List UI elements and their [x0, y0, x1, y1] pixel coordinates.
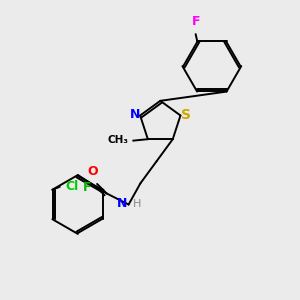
Text: F: F [83, 181, 92, 194]
Text: CH₃: CH₃ [107, 135, 128, 145]
Text: N: N [130, 107, 140, 121]
Text: N: N [117, 197, 127, 210]
Text: S: S [181, 109, 191, 122]
Text: F: F [192, 15, 200, 28]
Text: H: H [133, 199, 141, 209]
Text: O: O [87, 165, 98, 178]
Text: Cl: Cl [65, 180, 78, 193]
